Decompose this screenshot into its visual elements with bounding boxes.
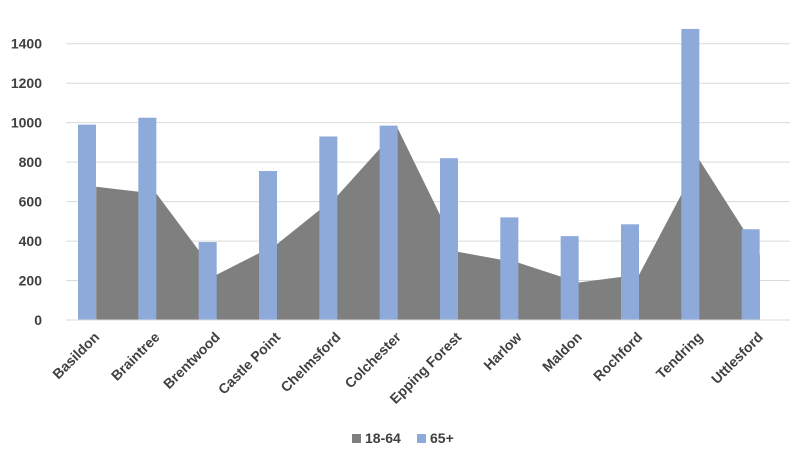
bar-65plus	[440, 158, 458, 320]
legend-label: 18-64	[365, 430, 401, 446]
bar-65plus	[319, 136, 338, 320]
x-category-label: Colchester	[341, 328, 404, 391]
x-category-label: Rochford	[590, 329, 645, 384]
y-tick-label: 800	[19, 154, 43, 170]
y-tick-label: 1200	[11, 75, 42, 91]
x-category-label: Chelmsford	[277, 329, 343, 395]
area-series-18-64	[96, 128, 760, 320]
y-tick-label: 600	[19, 194, 43, 210]
bar-65plus	[741, 229, 760, 320]
y-tick-label: 400	[19, 233, 43, 249]
bar-65plus	[78, 124, 96, 320]
x-category-label: Basildon	[49, 329, 102, 382]
x-category-label: Maldon	[539, 329, 585, 375]
x-category-label: Harlow	[480, 329, 524, 373]
x-category-label: Braintree	[108, 329, 163, 384]
legend: 18-64 65+	[352, 430, 454, 446]
bar-65plus	[259, 171, 277, 320]
legend-label: 65+	[430, 430, 454, 446]
bar-65plus	[198, 242, 217, 320]
x-category-label: Brentwood	[160, 329, 223, 392]
y-tick-label: 200	[19, 273, 43, 289]
area-series-layer	[96, 128, 760, 320]
bar-65plus	[138, 117, 157, 320]
x-category-label: Uttlesford	[708, 329, 766, 387]
bar-65plus	[379, 125, 398, 320]
y-tick-label: 1400	[11, 36, 42, 52]
bar-65plus	[560, 236, 579, 320]
bar-65plus	[681, 28, 700, 321]
legend-swatch	[352, 434, 361, 443]
bar-65plus	[500, 217, 519, 320]
y-tick-label: 0	[34, 312, 42, 328]
x-category-label: Tendring	[653, 329, 706, 382]
y-tick-label: 1000	[11, 115, 42, 131]
legend-swatch	[417, 434, 426, 443]
x-category-label: Castle Point	[215, 329, 284, 398]
bar-65plus	[621, 224, 639, 320]
bar-series-layer	[78, 28, 760, 321]
